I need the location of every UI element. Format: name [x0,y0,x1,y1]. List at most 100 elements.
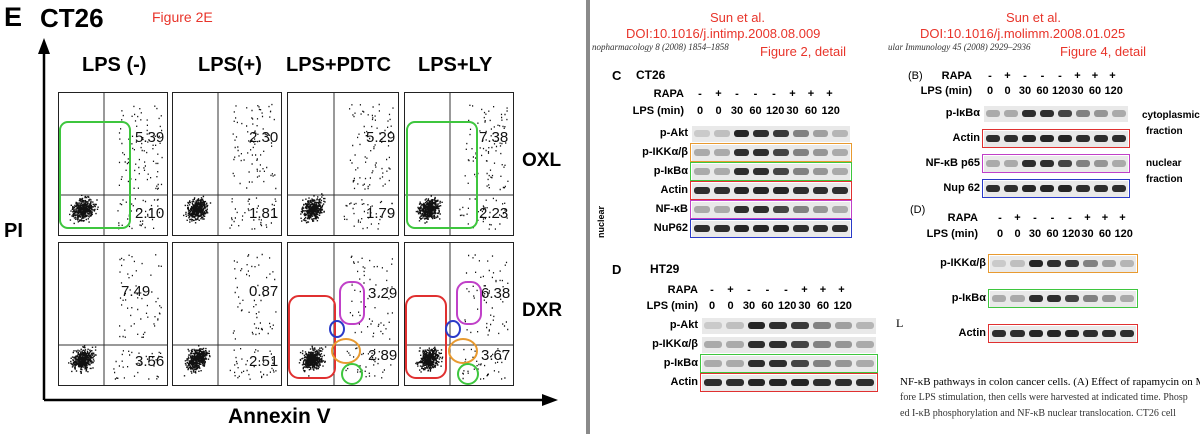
blot-band [773,187,789,194]
blot-strip [702,356,876,372]
blot-band [694,168,710,175]
cell-line-title: CT26 [40,3,104,33]
blot-band [713,187,730,194]
blot-row-label: p-IKKα/β [652,338,698,350]
blot-band [812,206,829,213]
blot-band [1065,330,1080,337]
quadrant-value: 2.30 [249,129,279,146]
blot-band [1058,185,1072,192]
blot-strip [984,131,1128,147]
lps-time: 30 [1071,85,1084,97]
blot-band [856,360,874,367]
blot-band [773,149,789,156]
blot-strip [702,375,876,391]
lps-time: 120 [778,300,797,312]
highlight-box [690,181,852,200]
lps-time: 60 [1088,85,1102,97]
lps-label-b: LPS (min) [920,85,972,97]
blot-band [753,168,769,175]
blot-band [792,149,809,156]
rapa-sign: - [1040,70,1045,82]
blot-band [753,130,769,137]
lps-time: 0 [696,105,704,117]
blot-band [1058,110,1072,117]
blot-row-label: Actin [670,376,699,388]
panel-d-letter: D [612,262,622,277]
blot-band [733,149,750,156]
blot-strip [692,164,850,180]
blot-band [694,187,710,194]
rapa-sign: + [838,284,845,296]
blot-band [812,360,831,367]
panel-c-cell-line: CT26 [636,68,666,82]
nuclear-fraction-label-2: fraction [1146,174,1183,185]
blot-band [725,360,744,367]
blot-band [812,341,831,348]
blot-band [753,149,769,156]
blot-row-label: p-IKKα/β [940,257,986,269]
blot-strip [990,256,1136,272]
blot-band [791,341,809,348]
quadrant-value: 0.87 [249,283,279,300]
rapa-sign: + [819,284,827,296]
rapa-label-d: RAPA [667,284,698,296]
quadrant-value: 3.67 [481,347,511,364]
blot-band [773,168,789,175]
blot-band [986,160,1000,167]
blot-band [812,130,829,137]
lps-time: 30 [1028,228,1042,240]
journal-line-2: ular Immunology 45 (2008) 2929–2936 [888,42,1031,52]
blot-band [1119,295,1134,302]
rapa-sign: - [698,88,702,100]
rapa-sign: + [1004,70,1011,82]
rapa-sign: - [1050,212,1055,224]
blot-band [773,206,789,213]
highlight-box [982,129,1130,148]
quadrant-value: 7.38 [479,129,509,146]
lps-time: 30 [1018,85,1032,97]
blot-band [704,379,722,386]
blot-band [1058,135,1072,142]
highlight-box [690,143,852,162]
blot-band [753,225,769,232]
blot-band [1076,110,1090,117]
lps-time: 0 [996,228,1004,240]
blot-band [1119,260,1134,267]
blot-band [1010,260,1025,267]
blot-band [1119,330,1134,337]
lps-time: 120 [1052,85,1071,97]
blot-band [1101,260,1116,267]
blot-band [1065,295,1080,302]
lps-time: 30 [742,300,756,312]
blot-band [1058,160,1072,167]
blot-band [769,379,787,386]
blot-band [992,295,1007,302]
blot-row-label: p-IKKα/β [642,146,688,158]
highlight-box [982,154,1130,173]
cytoplasmic-fraction-label: fraction [1146,126,1183,137]
blot-band [713,206,730,213]
blot-band [1040,185,1054,192]
rapa-sign: - [1058,70,1062,82]
flow-panel-dxr-2: 0.87 2.51 [172,242,282,386]
rapa-sign: + [1119,212,1126,224]
rapa-sign: - [1033,212,1037,224]
rapa-sign: - [784,284,788,296]
blot-band [791,379,809,386]
lps-time: 30 [786,105,799,117]
blot-strip [692,202,850,218]
ref-doi-2: DOI:10.1016/j.molimm.2008.01.025 [920,26,1126,41]
quadrant-value: 1.81 [249,205,279,222]
blot-strip [702,337,876,353]
lps-time: 60 [1046,228,1059,240]
rapa-sign: - [765,284,770,296]
figure-detail: Figure 2, detail [760,44,846,59]
blot-band [1112,160,1126,167]
rapa-sign: + [1101,212,1109,224]
flow-panel-oxl-4: 7.38 2.23 [404,92,514,236]
blot-band [1112,135,1126,142]
blot-strip [984,181,1128,197]
blot-strip [984,106,1128,122]
blot-strip [692,145,850,161]
blot-band [769,322,787,329]
